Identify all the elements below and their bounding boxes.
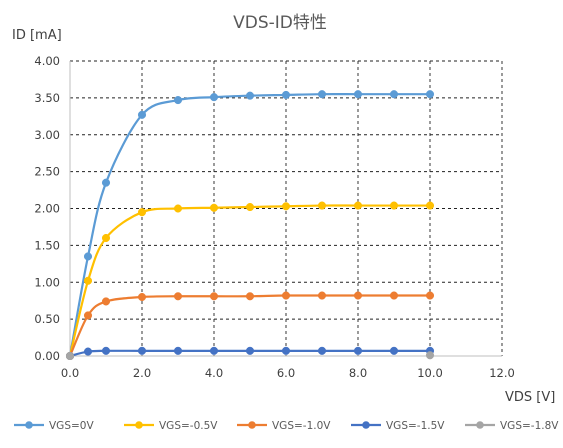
- data-point: [389, 201, 399, 210]
- legend-marker-5: [476, 421, 484, 429]
- legend-label-4: VGS=-1.5V: [386, 420, 445, 432]
- legend-label-2: VGS=-0.5V: [159, 420, 218, 432]
- data-point: [245, 91, 255, 100]
- x-tick-label: 8.0: [349, 366, 367, 380]
- data-point: [173, 292, 183, 301]
- data-point: [83, 311, 93, 320]
- data-point: [101, 233, 111, 243]
- data-point: [317, 90, 327, 99]
- data-point: [389, 90, 399, 99]
- data-point: [209, 346, 219, 355]
- data-point: [425, 291, 435, 300]
- data-point: [353, 346, 363, 355]
- series-line: [68, 93, 430, 357]
- y-tick-label: 2.50: [34, 165, 60, 179]
- legend-label-5: VGS=-1.8V: [500, 420, 559, 432]
- series-line: [68, 204, 430, 357]
- y-axis-label: ID [mA]: [12, 28, 62, 43]
- x-tick-label: 4.0: [205, 366, 223, 380]
- data-point: [173, 96, 183, 105]
- y-tick-label: 0.00: [34, 349, 60, 363]
- legend-marker-2: [135, 421, 143, 429]
- data-point: [281, 90, 291, 99]
- data-point: [245, 346, 255, 355]
- data-point: [281, 346, 291, 355]
- y-tick-label: 3.00: [34, 128, 60, 142]
- x-tick-label: 6.0: [277, 366, 295, 380]
- data-point: [65, 351, 75, 361]
- legend-marker-4: [362, 421, 370, 429]
- data-point: [425, 201, 435, 210]
- x-tick-label: 0.0: [61, 366, 79, 380]
- data-point: [425, 90, 435, 99]
- data-point: [101, 178, 111, 187]
- y-tick-label: 1.00: [34, 275, 60, 289]
- x-tick-label: 2.0: [133, 366, 151, 380]
- data-point: [353, 201, 363, 210]
- data-point: [317, 201, 327, 210]
- data-point: [209, 93, 219, 102]
- data-point: [353, 90, 363, 99]
- legend-label-3: VGS=-1.0V: [272, 420, 331, 432]
- data-point: [173, 346, 183, 355]
- data-point: [137, 292, 147, 302]
- series-2: [65, 201, 435, 361]
- series-3: [65, 291, 435, 361]
- y-tick-label: 0.50: [34, 312, 60, 326]
- legend-label-1: VGS=0V: [49, 420, 94, 432]
- legend-marker-1: [25, 421, 33, 429]
- y-tick-label: 2.00: [34, 202, 60, 216]
- chart-title: VDS-ID特性: [233, 13, 327, 33]
- x-axis-label: VDS [V]: [505, 390, 555, 405]
- data-point: [83, 276, 93, 285]
- data-point: [353, 291, 363, 300]
- data-point: [101, 297, 111, 306]
- series-5: [65, 351, 435, 361]
- x-tick-label: 10.0: [417, 366, 443, 380]
- data-point: [137, 110, 147, 119]
- data-point: [389, 346, 399, 355]
- series-4: [65, 346, 435, 361]
- data-point: [209, 203, 219, 212]
- y-tick-label: 3.50: [34, 91, 60, 105]
- data-point: [245, 202, 255, 212]
- y-tick-label: 1.50: [34, 238, 60, 252]
- data-point: [137, 208, 147, 217]
- data-point: [281, 202, 291, 211]
- legend: VGS=0V VGS=-0.5V VGS=-1.0V VGS=-1.5V VGS=-1.…: [14, 420, 559, 432]
- data-point: [425, 351, 435, 360]
- legend-marker-3: [248, 421, 256, 429]
- data-point: [281, 291, 291, 300]
- data-point: [137, 346, 147, 355]
- data-point: [209, 292, 219, 301]
- data-point: [83, 252, 93, 261]
- data-point: [317, 346, 327, 355]
- data-point: [101, 346, 111, 355]
- data-point: [245, 292, 255, 301]
- data-point: [389, 291, 399, 300]
- y-tick-label: 4.00: [34, 54, 60, 68]
- data-point: [317, 291, 327, 300]
- x-tick-label: 12.0: [489, 366, 515, 380]
- data-point: [173, 204, 183, 213]
- data-point: [83, 347, 93, 356]
